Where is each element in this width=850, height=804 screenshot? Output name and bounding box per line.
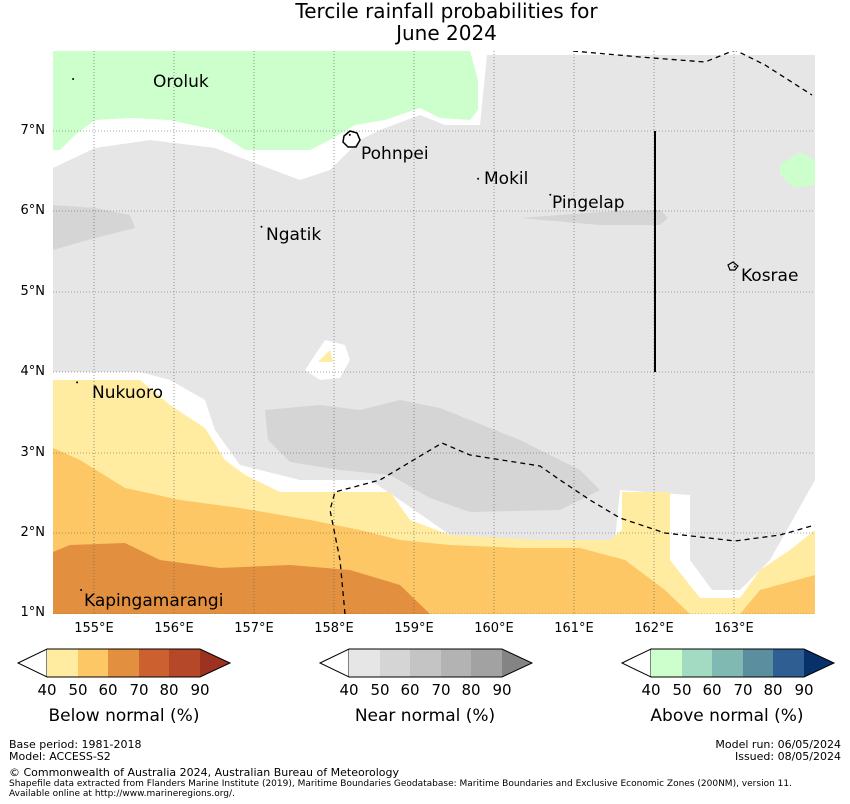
colorbar-tick: 60 xyxy=(98,681,118,699)
place-marker xyxy=(80,589,83,591)
colorbar-tick: 50 xyxy=(370,681,390,699)
lat-label: 6°N xyxy=(20,203,46,218)
chart-title-line2: June 2024 xyxy=(396,21,497,45)
lon-label: 162°E xyxy=(634,621,674,636)
colorbar-tick: 40 xyxy=(641,681,661,699)
eez-boundary xyxy=(329,51,815,614)
lon-label: 155°E xyxy=(74,621,114,636)
place-marker xyxy=(733,265,736,268)
lon-label: 157°E xyxy=(234,621,274,636)
colorbar-tick: 80 xyxy=(461,681,481,699)
colorbar-tick: 90 xyxy=(190,681,210,699)
colorbar-title-near: Near normal (%) xyxy=(354,706,496,726)
near-normal-50-60-east xyxy=(520,210,668,225)
lat-label: 3°N xyxy=(20,445,46,460)
place-marker xyxy=(477,177,480,180)
base-period: Base period: 1981-2018 xyxy=(9,738,142,751)
place-label-kosrae: Kosrae xyxy=(741,266,799,286)
colorbar-tick: 70 xyxy=(129,681,149,699)
place-label-kapingamarangi: Kapingamarangi xyxy=(84,591,224,611)
lat-label: 7°N xyxy=(20,123,46,138)
kosrae-island-shape xyxy=(727,261,739,271)
place-label-nukuoro: Nukuoro xyxy=(92,383,164,403)
colorbar-tick: 50 xyxy=(672,681,692,699)
issued-date: Issued: 08/05/2024 xyxy=(734,750,841,763)
place-label-mokil: Mokil xyxy=(484,169,529,189)
chart-title-line1: Tercile rainfall probabilities for xyxy=(295,0,598,23)
model-run-date: Model run: 06/05/2024 xyxy=(715,738,841,751)
colorbar-tick: 80 xyxy=(763,681,783,699)
lon-label: 163°E xyxy=(714,621,754,636)
place-marker xyxy=(72,78,75,80)
lat-label: 2°N xyxy=(20,525,46,540)
lon-label: 159°E xyxy=(394,621,434,636)
colorbar-tick: 40 xyxy=(37,681,57,699)
graticule xyxy=(53,51,815,614)
colorbar-below-normal xyxy=(16,648,232,678)
lon-label: 158°E xyxy=(314,621,354,636)
place-label-pohnpei: Pohnpei xyxy=(361,144,429,164)
place-marker xyxy=(549,193,552,196)
lon-label: 161°E xyxy=(554,621,594,636)
colorbar-tick: 50 xyxy=(68,681,88,699)
near-normal-50-60-west xyxy=(53,205,135,250)
lat-label: 4°N xyxy=(20,364,46,379)
below-50-patch xyxy=(318,350,333,362)
colorbar-tick: 60 xyxy=(702,681,722,699)
marineregions-link: Available online at http://www.marinereg… xyxy=(9,789,235,799)
colorbar-tick: 90 xyxy=(492,681,512,699)
colorbar-title-below: Below normal (%) xyxy=(48,706,200,726)
colorbar-title-above: Above normal (%) xyxy=(650,706,804,726)
colorbar-tick: 70 xyxy=(733,681,753,699)
pohnpei-island-shape xyxy=(342,130,361,148)
place-marker xyxy=(260,225,263,228)
lat-label: 1°N xyxy=(20,605,46,620)
above-normal-kosrae-east xyxy=(780,152,815,188)
colorbar-tick: 70 xyxy=(431,681,451,699)
colorbar-tick: 40 xyxy=(339,681,359,699)
colorbar-near-normal xyxy=(318,648,534,678)
place-marker xyxy=(76,381,79,384)
colorbar-tick: 90 xyxy=(794,681,814,699)
lon-label: 156°E xyxy=(154,621,194,636)
below-normal-60-70 xyxy=(53,543,430,614)
near-normal-region xyxy=(53,55,815,590)
above-normal-region xyxy=(53,51,478,150)
shapefile-credit: Shapefile data extracted from Flanders M… xyxy=(9,779,792,789)
colorbar-tick: 80 xyxy=(159,681,179,699)
colorbar-tick: 60 xyxy=(400,681,420,699)
copyright-notice: © Commonwealth of Australia 2024, Austra… xyxy=(9,766,399,779)
place-label-oroluk: Oroluk xyxy=(153,72,209,92)
place-label-pingelap: Pingelap xyxy=(552,193,625,213)
place-marker xyxy=(348,133,351,136)
colorbar-above-normal xyxy=(620,648,836,678)
lon-label: 160°E xyxy=(474,621,514,636)
lat-label: 5°N xyxy=(20,284,46,299)
near-normal-50-60-south xyxy=(265,400,600,512)
place-label-ngatik: Ngatik xyxy=(266,225,322,245)
model-name: Model: ACCESS-S2 xyxy=(9,750,111,763)
